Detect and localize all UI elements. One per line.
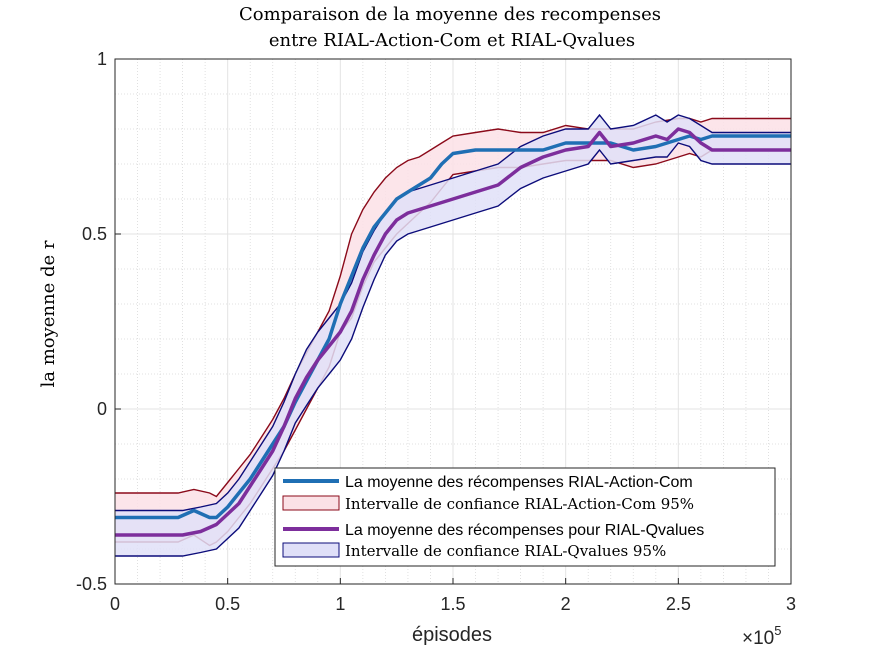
y-tick-label: 0.5 [82,224,107,244]
x-tick-label: 3 [786,594,796,614]
x-tick-label: 0 [110,594,120,614]
x-exponent-power: 5 [774,623,781,638]
x-exponent: ×105 [742,623,781,649]
x-axis-label: épisodes [412,624,492,646]
mean-lines [115,127,791,537]
x-tick-label: 2.5 [666,594,691,614]
legend-swatch-qvalues-ci [282,542,340,558]
axis-ticks: 0 0.5 1 1.5 2 2.5 3-0.500.51 [76,49,796,614]
chart-title-line2: entre RIAL-Action-Com et RIAL-Qvalues [269,30,635,51]
legend-label-qvalues-mean: La moyenne des récompenses pour RIAL-Qva… [345,522,704,539]
legend-label-action-com-ci: Intervalle de confiance RIAL-Action-Com … [345,495,694,513]
y-axis-label: la moyenne de r [38,240,59,387]
x-tick-label: 2 [561,594,571,614]
series-line-1 [115,127,791,537]
x-tick-label: 1 [335,594,345,614]
y-tick-label: 1 [97,49,107,69]
x-exponent-base: ×10 [742,628,774,649]
x-tick-label: 0.5 [215,594,240,614]
y-tick-label: 0 [97,399,107,419]
legend-label-action-com-mean: La moyenne des récompenses RIAL-Action-C… [345,474,693,491]
chart-title-line1: Comparaison de la moyenne des recompense… [239,4,661,25]
confidence-band-1 [115,115,791,556]
legend: La moyenne des récompenses RIAL-Action-C… [274,467,776,567]
x-tick-label: 1.5 [440,594,465,614]
y-tick-label: -0.5 [76,574,107,594]
confidence-band-lower-1 [115,142,791,557]
legend-box [274,467,776,567]
legend-label-qvalues-ci: Intervalle de confiance RIAL-Qvalues 95% [345,542,666,560]
legend-swatch-action-com-ci [282,495,340,511]
